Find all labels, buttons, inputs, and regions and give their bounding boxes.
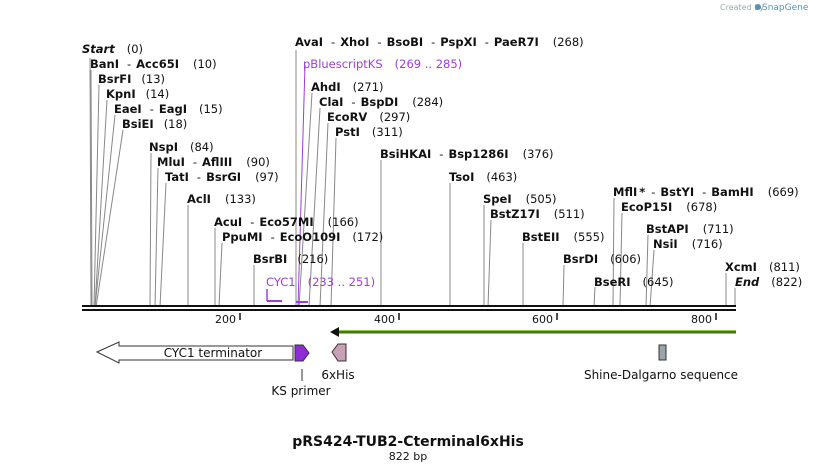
cyc1-terminator-feature[interactable]: CYC1 terminator [95, 341, 294, 364]
site-ecorv[interactable]: EcoRV (297) [327, 110, 410, 124]
site-bsrbi[interactable]: BsrBI (216) [253, 252, 328, 266]
site-bsrdi[interactable]: BsrDI (606) [563, 252, 641, 266]
site-bsrfi[interactable]: BsrFI (13) [98, 72, 165, 86]
site-ecop15i[interactable]: EcoP15I (678) [621, 200, 717, 214]
site-acui[interactable]: AcuI - Eco57MI (166) [214, 215, 359, 229]
site-bsteii[interactable]: BstEII (555) [522, 230, 604, 244]
site-tsoi[interactable]: TsoI (463) [449, 170, 517, 184]
site-bsiei[interactable]: BsiEI (18) [122, 117, 187, 131]
site-acli[interactable]: AclI (133) [187, 192, 256, 206]
site-ppumi[interactable]: PpuMI - EcoO109I (172) [222, 230, 383, 244]
site-mfli[interactable]: MflI * - BstYI - BamHI (669) [613, 185, 799, 199]
site-kpni[interactable]: KpnI (14) [106, 87, 169, 101]
cyc1-terminator-label: CYC1 terminator [164, 346, 263, 360]
leader-lines [89, 50, 736, 308]
credit-brand: SnapGene [762, 3, 809, 13]
shine-dalgarno-feature[interactable]: Shine-Dalgarno sequence [584, 344, 738, 382]
site-bsihkai[interactable]: BsiHKAI - Bsp1286I (376) [380, 147, 554, 161]
site-bseri[interactable]: BseRI (645) [594, 275, 673, 289]
6xhis-label: 6xHis [321, 368, 354, 382]
ks-primer-feature[interactable]: KS primer [271, 344, 331, 398]
site-xcmi[interactable]: XcmI (811) [725, 260, 800, 274]
site-spei[interactable]: SpeI (505) [483, 192, 557, 206]
snapgene-logo-icon [755, 4, 761, 10]
tick-label-800: 800 [691, 313, 712, 326]
shine-dalgarno-label: Shine-Dalgarno sequence [584, 368, 738, 382]
site-nsii[interactable]: NsiI (716) [653, 237, 723, 251]
tick-label-200: 200 [215, 313, 236, 326]
tick-label-600: 600 [532, 313, 553, 326]
site-tati[interactable]: TatI - BsrGI (97) [165, 170, 279, 184]
primer-cyc1[interactable]: CYC1 (233 .. 251) [266, 275, 375, 289]
site-end[interactable]: End (822) [735, 275, 802, 289]
ruler-ticks [239, 313, 717, 320]
site-mlui[interactable]: MluI - AflIII (90) [157, 155, 270, 169]
site-bani[interactable]: BanI - Acc65I (10) [90, 57, 217, 71]
restriction-sites: Start (0) BanI - Acc65I (10) BsrFI (13) KpnI(… [82, 35, 802, 289]
plasmid-title: pRS424-TUB2-Cterminal6xHis [292, 434, 524, 450]
site-psti[interactable]: PstI (311) [335, 125, 403, 139]
ks-primer-label: KS primer [271, 384, 330, 398]
orf-arrow[interactable] [330, 327, 736, 337]
tick-label-400: 400 [374, 313, 395, 326]
sequence-backbone [82, 305, 736, 311]
primer-binding-marks [266, 289, 308, 303]
site-clai[interactable]: ClaI - BspDI (284) [319, 95, 443, 109]
credit-prefix: Created by [720, 3, 764, 12]
site-start[interactable]: Start (0) [82, 42, 143, 56]
primer-pbluescriptks[interactable]: pBluescriptKS (269 .. 285) [303, 57, 462, 71]
site-bstapi[interactable]: BstAPI (711) [646, 222, 734, 236]
site-bstz17i[interactable]: BstZ17I (511) [490, 207, 585, 221]
site-nspi[interactable]: NspI (84) [149, 140, 214, 154]
site-avai[interactable]: AvaI - XhoI - BsoBI - PspXI - PaeR7I (268) [295, 35, 584, 49]
site-ahdi[interactable]: AhdI (271) [311, 80, 384, 94]
6xhis-feature[interactable]: 6xHis [321, 343, 355, 382]
plasmid-length: 822 bp [389, 450, 427, 463]
site-eaei[interactable]: EaeI - EagI (15) [114, 102, 223, 116]
